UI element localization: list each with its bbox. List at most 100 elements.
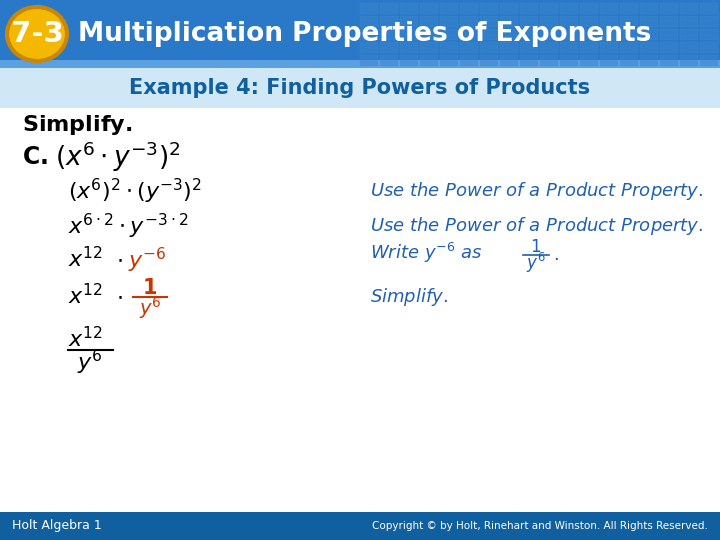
- Bar: [500, 42, 518, 53]
- Text: Multiplication Properties of Exponents: Multiplication Properties of Exponents: [78, 21, 652, 47]
- Bar: [440, 16, 458, 27]
- Bar: [480, 42, 498, 53]
- Text: $y^6$: $y^6$: [77, 347, 103, 376]
- Bar: [360, 3, 378, 14]
- Bar: [480, 55, 498, 66]
- Text: $.$: $.$: [553, 246, 559, 264]
- Bar: [500, 29, 518, 40]
- Text: $y^6$: $y^6$: [139, 295, 161, 321]
- Text: 7-3: 7-3: [11, 20, 63, 48]
- Bar: [700, 16, 718, 27]
- Bar: [620, 29, 638, 40]
- Text: $1$: $1$: [531, 239, 541, 255]
- Bar: [640, 42, 658, 53]
- Text: $(x^6 \cdot y^{-3})^2$: $(x^6 \cdot y^{-3})^2$: [55, 140, 181, 174]
- Bar: [360, 16, 378, 27]
- Bar: [400, 42, 418, 53]
- Text: $\mathit{Use\ the\ Power\ of\ a\ Product\ Property.}$: $\mathit{Use\ the\ Power\ of\ a\ Product…: [370, 215, 703, 237]
- Bar: [380, 16, 398, 27]
- Bar: [420, 16, 438, 27]
- Bar: [580, 29, 598, 40]
- Bar: [660, 55, 678, 66]
- Bar: [520, 16, 538, 27]
- Bar: [700, 42, 718, 53]
- Text: $x^{6 \cdot 2} \cdot y^{-3 \cdot 2}$: $x^{6 \cdot 2} \cdot y^{-3 \cdot 2}$: [68, 211, 189, 241]
- Bar: [640, 16, 658, 27]
- Bar: [400, 55, 418, 66]
- Text: Example 4: Finding Powers of Products: Example 4: Finding Powers of Products: [130, 78, 590, 98]
- Bar: [600, 3, 618, 14]
- Bar: [640, 29, 658, 40]
- Bar: [360, 55, 378, 66]
- Bar: [460, 16, 478, 27]
- Bar: [600, 16, 618, 27]
- Bar: [560, 16, 578, 27]
- Bar: [700, 3, 718, 14]
- Bar: [620, 42, 638, 53]
- Bar: [620, 16, 638, 27]
- Bar: [560, 3, 578, 14]
- Bar: [440, 3, 458, 14]
- Bar: [560, 42, 578, 53]
- Bar: [660, 29, 678, 40]
- Text: $x^{12}$: $x^{12}$: [68, 327, 103, 353]
- Text: $\bf{Simplify.}$: $\bf{Simplify.}$: [22, 113, 132, 137]
- Bar: [480, 3, 498, 14]
- Bar: [540, 42, 558, 53]
- Bar: [680, 29, 698, 40]
- Bar: [460, 3, 478, 14]
- Bar: [420, 29, 438, 40]
- Text: $y^{-6}$: $y^{-6}$: [128, 245, 166, 275]
- Bar: [680, 42, 698, 53]
- Bar: [520, 42, 538, 53]
- Text: $(x^6)^2 \cdot (y^{-3})^2$: $(x^6)^2 \cdot (y^{-3})^2$: [68, 177, 202, 206]
- Bar: [700, 55, 718, 66]
- Bar: [420, 42, 438, 53]
- Bar: [400, 16, 418, 27]
- Text: Copyright © by Holt, Rinehart and Winston. All Rights Reserved.: Copyright © by Holt, Rinehart and Winsto…: [372, 521, 708, 531]
- Bar: [0, 68, 720, 108]
- Bar: [440, 55, 458, 66]
- Bar: [580, 16, 598, 27]
- Text: $\mathbf{C.}$: $\mathbf{C.}$: [22, 145, 48, 169]
- Bar: [580, 3, 598, 14]
- Bar: [400, 3, 418, 14]
- Bar: [660, 16, 678, 27]
- Bar: [600, 29, 618, 40]
- Bar: [660, 3, 678, 14]
- Bar: [620, 3, 638, 14]
- Bar: [380, 55, 398, 66]
- Text: $y^6$: $y^6$: [526, 251, 546, 275]
- Bar: [680, 16, 698, 27]
- Bar: [0, 512, 720, 540]
- Bar: [540, 55, 558, 66]
- Text: $\cdot$: $\cdot$: [116, 286, 122, 308]
- Text: $\mathit{Write}\ y^{-6}\ \mathit{as}$: $\mathit{Write}\ y^{-6}\ \mathit{as}$: [370, 241, 482, 265]
- Bar: [640, 3, 658, 14]
- Bar: [580, 42, 598, 53]
- Bar: [600, 42, 618, 53]
- Bar: [500, 16, 518, 27]
- Bar: [360, 42, 378, 53]
- Bar: [520, 3, 538, 14]
- Text: $\cdot$: $\cdot$: [116, 249, 122, 271]
- Bar: [420, 55, 438, 66]
- Bar: [520, 29, 538, 40]
- Bar: [400, 29, 418, 40]
- Bar: [560, 29, 578, 40]
- Bar: [440, 42, 458, 53]
- Bar: [460, 42, 478, 53]
- Bar: [640, 55, 658, 66]
- Bar: [460, 29, 478, 40]
- Bar: [360, 29, 378, 40]
- Bar: [380, 3, 398, 14]
- Bar: [580, 55, 598, 66]
- Bar: [460, 55, 478, 66]
- Bar: [560, 55, 578, 66]
- Text: Holt Algebra 1: Holt Algebra 1: [12, 519, 102, 532]
- Bar: [700, 29, 718, 40]
- Bar: [520, 55, 538, 66]
- Bar: [540, 16, 558, 27]
- Bar: [540, 29, 558, 40]
- Bar: [500, 3, 518, 14]
